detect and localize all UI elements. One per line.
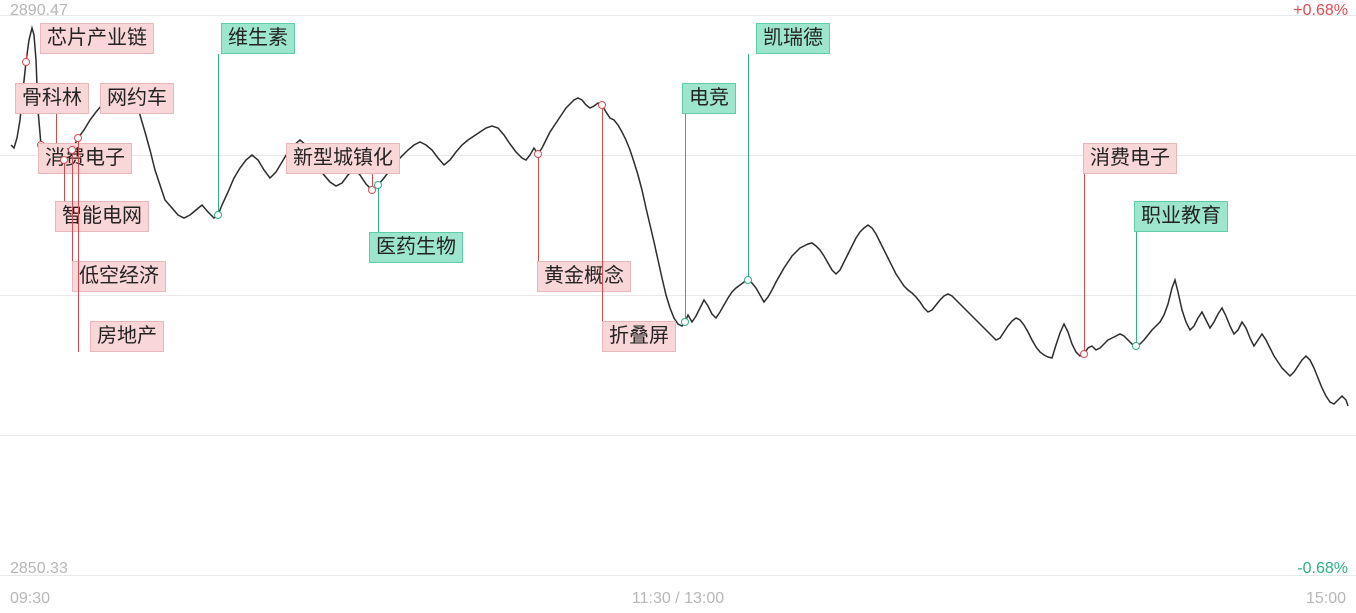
annotation-connector — [1084, 174, 1085, 354]
annotation-marker — [214, 211, 222, 219]
annotation-marker — [60, 156, 68, 164]
annotation-label[interactable]: 黄金概念 — [537, 261, 631, 292]
y-top-value: 2890.47 — [10, 2, 68, 20]
annotation-marker — [598, 101, 606, 109]
annotation-connector — [748, 54, 749, 280]
annotation-label[interactable]: 折叠屏 — [602, 321, 676, 352]
annotation-marker — [681, 318, 689, 326]
annotation-marker — [22, 58, 30, 66]
annotation-label[interactable]: 电竞 — [682, 83, 736, 114]
annotation-label[interactable]: 职业教育 — [1134, 201, 1228, 232]
intraday-chart: 芯片产业链骨科林网约车消费电子智能电网低空经济房地产 维生素新型城镇化医药生物黄金… — [0, 0, 1356, 613]
price-line — [0, 0, 1356, 613]
annotation-marker — [74, 134, 82, 142]
annotation-label[interactable]: 低空经济 — [72, 261, 166, 292]
annotation-label[interactable]: 房地产 — [90, 321, 164, 352]
x-left-label: 09:30 — [10, 590, 50, 608]
annotation-label[interactable]: 消费电子 — [38, 143, 132, 174]
y-bottom-value: 2850.33 — [10, 560, 68, 578]
annotation-label[interactable]: 新型城镇化 — [286, 143, 400, 174]
annotation-label[interactable]: 智能电网 — [55, 201, 149, 232]
annotation-label[interactable]: 骨科林 — [15, 83, 89, 114]
annotation-connector — [78, 138, 79, 352]
y-top-percent: +0.68% — [1293, 2, 1348, 20]
annotation-label[interactable]: 消费电子 — [1083, 143, 1177, 174]
y-bottom-percent: -0.68% — [1297, 560, 1348, 578]
annotation-marker — [744, 276, 752, 284]
annotation-marker — [374, 181, 382, 189]
annotation-connector — [685, 114, 686, 322]
x-right-label: 15:00 — [1306, 590, 1346, 608]
annotation-connector — [602, 105, 603, 352]
annotation-connector — [378, 185, 379, 232]
annotation-label[interactable]: 网约车 — [100, 83, 174, 114]
annotation-label[interactable]: 凯瑞德 — [756, 23, 830, 54]
annotation-connector — [1136, 232, 1137, 346]
annotation-label[interactable]: 医药生物 — [369, 232, 463, 263]
annotation-marker — [1132, 342, 1140, 350]
annotation-label[interactable]: 芯片产业链 — [40, 23, 154, 54]
annotation-label[interactable]: 维生素 — [221, 23, 295, 54]
annotation-marker — [1080, 350, 1088, 358]
annotation-connector — [218, 54, 219, 215]
x-center-label: 11:30 / 13:00 — [632, 590, 724, 608]
annotation-marker — [68, 146, 76, 154]
annotation-marker — [534, 150, 542, 158]
